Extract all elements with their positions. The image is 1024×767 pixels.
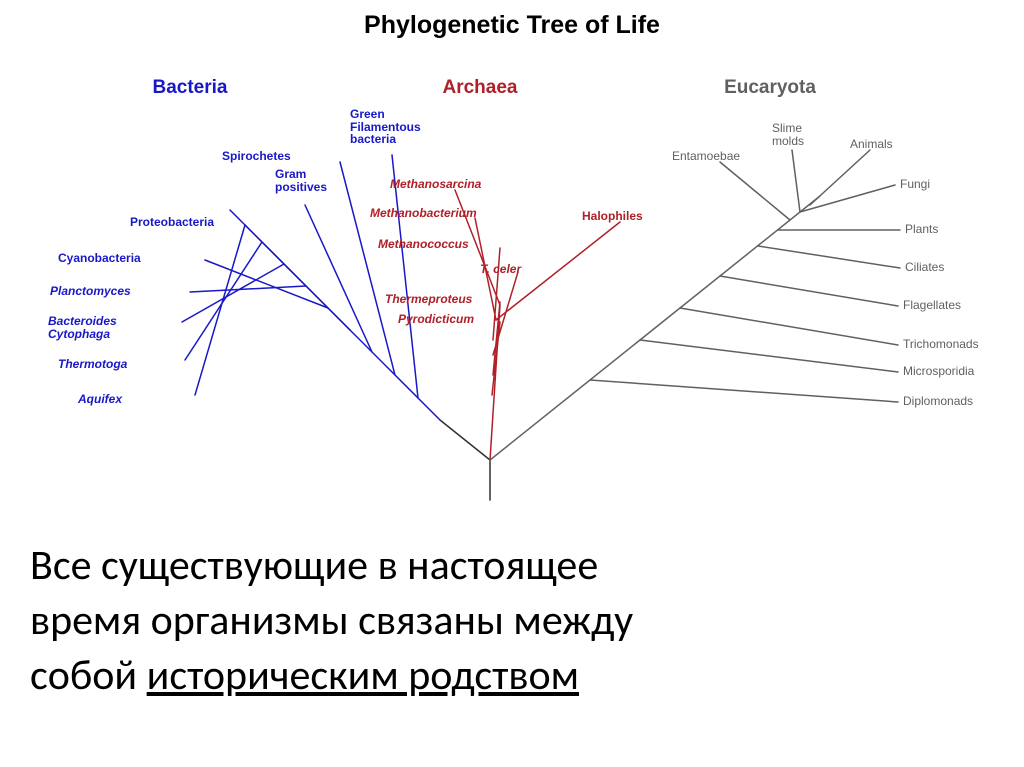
leaf-label: Flagellates — [903, 299, 961, 312]
leaf-label: Methanosarcina — [390, 178, 481, 191]
caption-line: Все существующие в настоящее — [30, 540, 598, 591]
leaf-label: Microsporidia — [903, 365, 974, 378]
leaf-label: Thermeproteus — [385, 293, 472, 306]
leaf-label: Aquifex — [78, 393, 122, 406]
leaf-label: Animals — [850, 138, 893, 151]
leaf-label: Planctomyces — [50, 285, 131, 298]
leaf-label: Trichomonads — [903, 338, 979, 351]
leaf-label: Entamoebae — [672, 150, 740, 163]
leaf-label: Methanobacterium — [370, 207, 477, 220]
leaf-label: Ciliates — [905, 261, 944, 274]
leaf-label: Slimemolds — [772, 122, 804, 147]
leaf-label: Thermotoga — [58, 358, 127, 371]
leaf-label: Methanococcus — [378, 238, 469, 251]
leaf-label: Diplomonads — [903, 395, 973, 408]
leaf-label: Fungi — [900, 178, 930, 191]
leaf-label: Grampositives — [275, 168, 327, 193]
caption-line: собой историческим родством — [30, 650, 579, 701]
caption-line: время организмы связаны между — [30, 595, 633, 646]
leaf-label: Halophiles — [582, 210, 643, 223]
leaf-label: Spirochetes — [222, 150, 291, 163]
stage: Phylogenetic Tree of Life BacteriaArchae… — [0, 0, 1024, 767]
leaf-label: GreenFilamentousbacteria — [350, 108, 421, 146]
leaf-label: Proteobacteria — [130, 216, 214, 229]
leaf-label: Cyanobacteria — [58, 252, 141, 265]
leaf-label: BacteroidesCytophaga — [48, 315, 117, 340]
leaf-label: T. celer — [480, 263, 521, 276]
leaf-label: Plants — [905, 223, 938, 236]
leaf-label: Pyrodicticum — [398, 313, 474, 326]
